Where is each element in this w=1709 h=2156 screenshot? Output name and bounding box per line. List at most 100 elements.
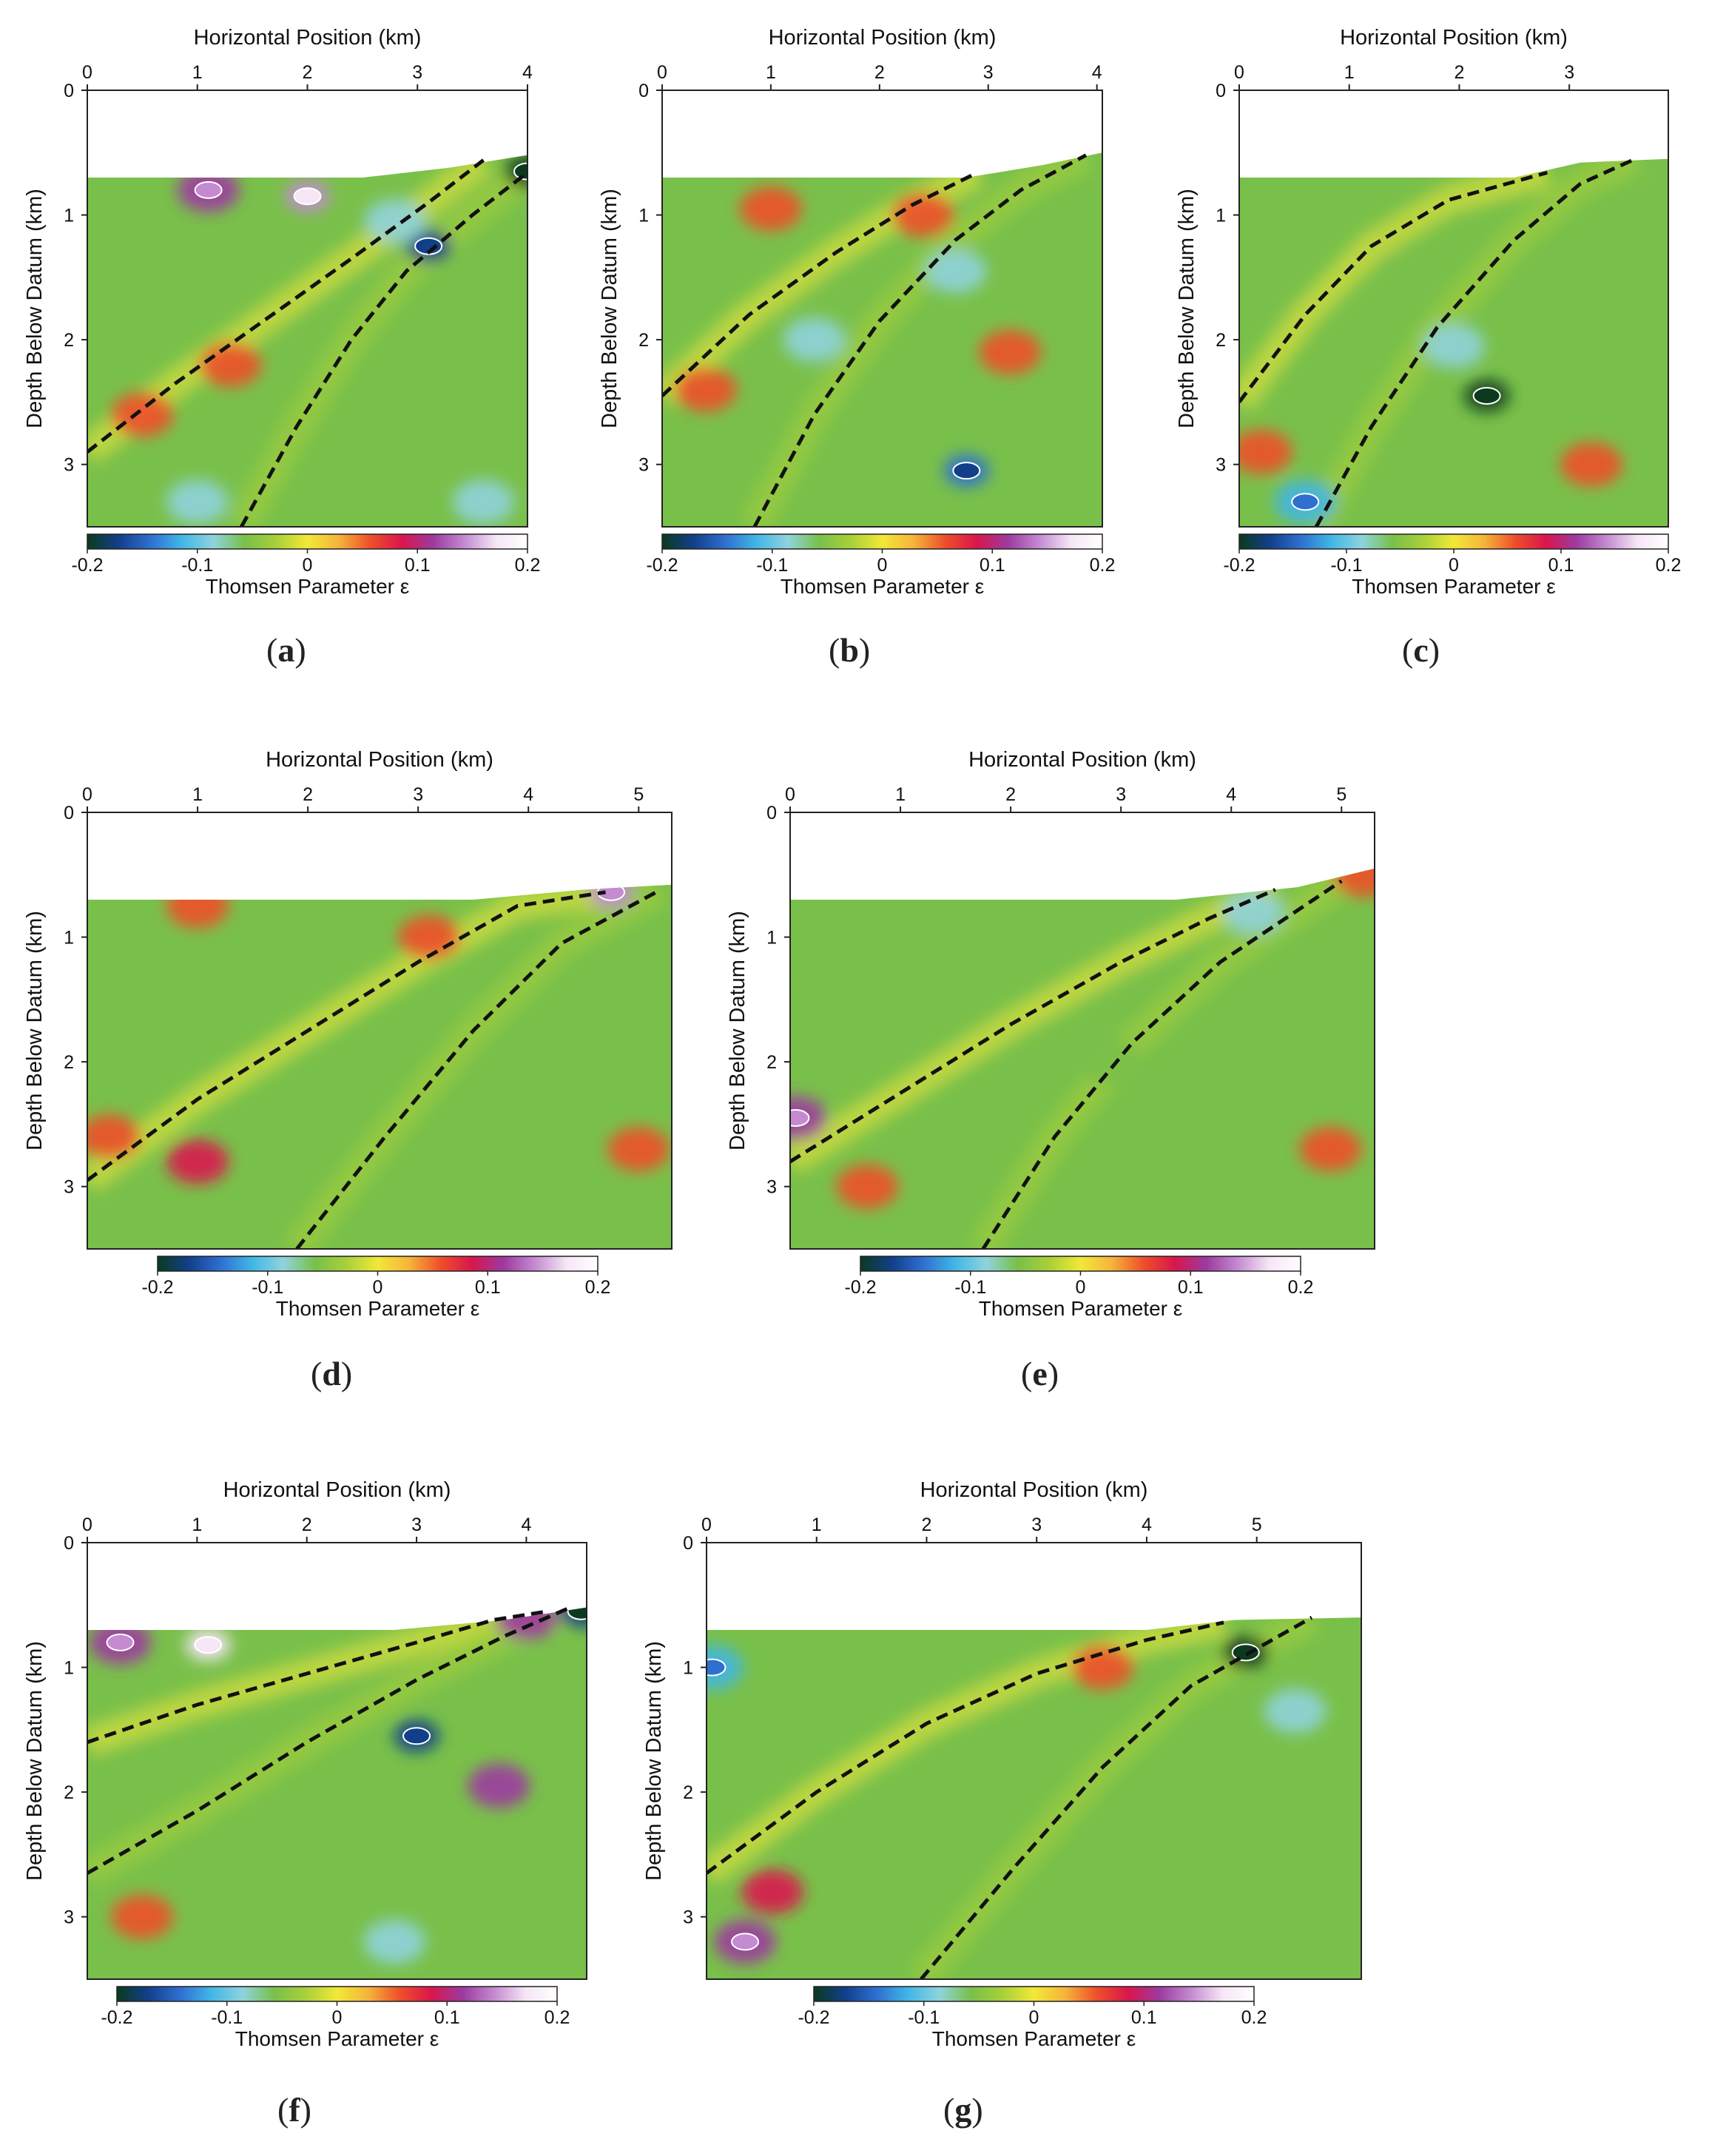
y-tick-label: 0 bbox=[64, 81, 74, 101]
y-axis-label: Depth Below Datum (km) bbox=[1175, 189, 1199, 428]
x-tick-label: 5 bbox=[1336, 784, 1346, 805]
x-tick-label: 2 bbox=[302, 1515, 312, 1535]
colorbar-tick-label: -0.2 bbox=[798, 2007, 829, 2028]
colorbar-tick-label: 0.1 bbox=[475, 1277, 501, 1298]
anomaly-halo bbox=[792, 940, 854, 985]
anomaly-halo bbox=[199, 342, 262, 387]
fault-line-2 bbox=[295, 888, 662, 1249]
x-axis-label: Horizontal Position (km) bbox=[968, 748, 1196, 772]
colorbar-tick-label: -0.1 bbox=[181, 555, 213, 576]
fault-line-2 bbox=[920, 1615, 1313, 1979]
panel-label-c: (c) bbox=[1402, 631, 1440, 669]
colorbar-label: Thomsen Parameter ε bbox=[979, 1297, 1182, 1320]
x-tick-label: 3 bbox=[413, 784, 423, 805]
x-tick-label: 3 bbox=[1564, 62, 1574, 83]
panel-e: 0 1 2 3 4 5 Horizontal Position (km) 0 1 2 3 Depth … bbox=[710, 725, 1420, 1421]
x-tick-label: 1 bbox=[895, 784, 906, 805]
chart-a: 0 1 2 3 4 Horizontal Position (km) 0 1 2 3 Depth B… bbox=[23, 26, 541, 598]
x-tick-label: 4 bbox=[1226, 784, 1236, 805]
colorbar-tick-label: 0 bbox=[877, 555, 888, 576]
colorbar-tick-label: 0.2 bbox=[515, 555, 541, 576]
x-tick-label: 4 bbox=[521, 1515, 531, 1535]
y-tick-label: 0 bbox=[683, 1533, 693, 1554]
plot-area bbox=[790, 868, 1375, 1249]
colorbar-tick-label: 0 bbox=[373, 1277, 383, 1298]
anomaly-halo bbox=[452, 479, 515, 525]
panel-label-a: (a) bbox=[266, 631, 306, 669]
colorbar-label: Thomsen Parameter ε bbox=[781, 575, 984, 598]
x-tick-label: 2 bbox=[1005, 784, 1016, 805]
x-tick-label: 3 bbox=[983, 62, 994, 83]
plot-frame bbox=[789, 812, 1375, 1250]
panel-label-d: (d) bbox=[311, 1355, 353, 1392]
panel-c: 0 1 2 3 Horizontal Position (km) 0 1 2 3 Depth Be… bbox=[1139, 0, 1709, 695]
colorbar-tick-label: -0.1 bbox=[756, 555, 788, 576]
y-tick-label: 0 bbox=[766, 803, 777, 823]
y-tick-label: 1 bbox=[1216, 206, 1226, 226]
colorbar-tick-label: 0 bbox=[1029, 2007, 1039, 2028]
x-axis-label: Horizontal Position (km) bbox=[266, 748, 493, 772]
colorbar-label: Thomsen Parameter ε bbox=[276, 1297, 479, 1320]
colorbar-tick-label: 0.1 bbox=[434, 2007, 460, 2028]
fault-line-1 bbox=[87, 158, 485, 454]
anomaly-core bbox=[731, 1933, 760, 1951]
x-tick-label: 1 bbox=[192, 62, 203, 83]
x-tick-label: 2 bbox=[922, 1515, 932, 1535]
anomaly-halo bbox=[87, 1114, 141, 1159]
plot-area bbox=[1239, 157, 1668, 527]
x-tick-label: 0 bbox=[701, 1515, 712, 1535]
colorbar-label: Thomsen Parameter ε bbox=[206, 575, 409, 598]
plot-frame bbox=[87, 1542, 587, 1980]
fault-line-1 bbox=[1239, 170, 1548, 403]
y-axis-label: Depth Below Datum (km) bbox=[726, 911, 749, 1151]
anomaly-core bbox=[952, 462, 981, 480]
anomaly-halo bbox=[1373, 255, 1436, 300]
anomaly-halo bbox=[398, 914, 461, 960]
anomaly-halo bbox=[364, 199, 427, 243]
anomaly-core bbox=[106, 1633, 135, 1651]
fault-line-1 bbox=[790, 888, 1276, 1164]
anomaly-halo bbox=[166, 1139, 229, 1184]
colorbar-tick-label: -0.2 bbox=[1223, 555, 1255, 576]
colorbar bbox=[1238, 533, 1669, 550]
x-tick-label: 4 bbox=[1092, 62, 1102, 83]
colorbar-tick-label: -0.1 bbox=[908, 2007, 940, 2028]
colorbar-tick-label: 0.2 bbox=[1241, 2007, 1267, 2028]
x-axis-label: Horizontal Position (km) bbox=[194, 26, 422, 50]
anomaly-core bbox=[194, 1636, 223, 1654]
y-tick-label: 0 bbox=[64, 1533, 74, 1554]
y-tick-label: 3 bbox=[638, 455, 649, 476]
field-background bbox=[87, 155, 527, 527]
panel-label-f: (f) bbox=[277, 2091, 311, 2129]
plot-frame bbox=[706, 1542, 1362, 1980]
x-tick-label: 1 bbox=[1344, 62, 1355, 83]
colorbar bbox=[116, 1986, 558, 2002]
anomaly-core bbox=[567, 1607, 587, 1620]
fault-line-2 bbox=[1314, 157, 1636, 527]
anomaly-halo bbox=[375, 454, 438, 499]
colorbar-tick-label: 0.2 bbox=[585, 1277, 611, 1298]
y-axis-label: Depth Below Datum (km) bbox=[23, 1641, 47, 1881]
fault-line-2 bbox=[87, 1606, 571, 1875]
x-tick-label: 5 bbox=[1252, 1515, 1262, 1535]
y-tick-label: 1 bbox=[766, 928, 777, 949]
colorbar bbox=[813, 1986, 1255, 2002]
chart-c: 0 1 2 3 Horizontal Position (km) 0 1 2 3 Depth Be… bbox=[1175, 26, 1681, 598]
colorbar-tick-label: 0 bbox=[1449, 555, 1459, 576]
anomaly-halo bbox=[111, 392, 174, 437]
y-tick-label: 1 bbox=[638, 206, 649, 226]
anomaly-core bbox=[414, 237, 443, 255]
y-axis-label: Depth Below Datum (km) bbox=[23, 911, 47, 1151]
y-tick-label: 3 bbox=[64, 1177, 74, 1198]
panel-label-b: (b) bbox=[829, 631, 871, 669]
x-tick-label: 4 bbox=[523, 784, 533, 805]
anomaly-halo bbox=[363, 1919, 426, 1964]
y-tick-label: 2 bbox=[64, 1052, 74, 1073]
y-axis-label: Depth Below Datum (km) bbox=[23, 189, 47, 428]
anomaly-core bbox=[1472, 387, 1501, 405]
colorbar-tick-label: 0 bbox=[1076, 1277, 1086, 1298]
anomaly-core bbox=[194, 181, 223, 199]
plot-area bbox=[87, 155, 527, 527]
x-tick-label: 2 bbox=[1454, 62, 1464, 83]
anomaly-halo bbox=[1071, 1645, 1134, 1690]
